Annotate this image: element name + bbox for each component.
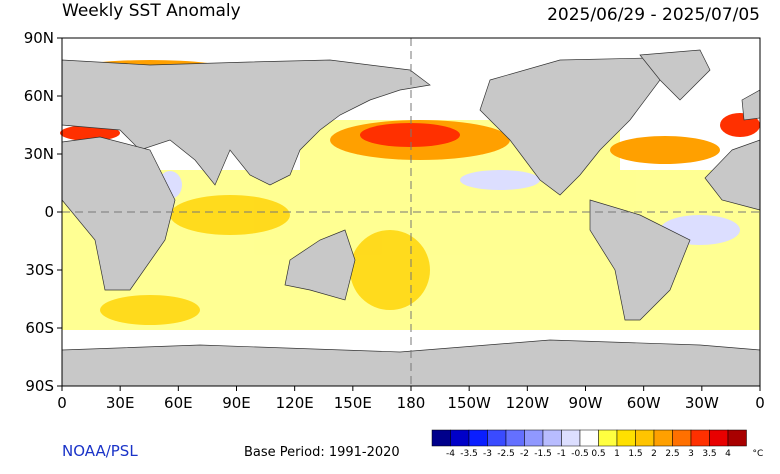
colorbar-swatch — [579, 429, 599, 447]
colorbar-label: -3.5 — [460, 449, 478, 459]
colorbar-label: 3 — [688, 449, 694, 459]
colorbar-label: 3.5 — [702, 449, 716, 459]
lat-label: 60S — [25, 319, 54, 337]
colorbar-swatch — [561, 429, 581, 447]
lon-label: 180 — [397, 394, 426, 412]
colorbar-label: -1 — [557, 449, 566, 459]
lat-label: 90N — [24, 29, 54, 47]
lon-label: 60W — [627, 394, 661, 412]
lon-label: 30W — [685, 394, 719, 412]
lat-label: 0 — [44, 203, 54, 221]
title: Weekly SST Anomaly — [62, 1, 241, 21]
colorbar-label: -0.5 — [571, 449, 589, 459]
colorbar-swatch — [727, 429, 747, 447]
lon-label: 120E — [276, 394, 314, 412]
colorbar-label: 0.5 — [591, 449, 605, 459]
colorbar-swatch — [542, 429, 562, 447]
colorbar-swatch — [672, 429, 692, 447]
colorbar-label: -3 — [483, 449, 492, 459]
colorbar-swatch — [709, 429, 729, 447]
lon-label: 90E — [222, 394, 251, 412]
colorbar-swatch — [524, 429, 544, 447]
colorbar-swatch — [635, 429, 655, 447]
base-period: Base Period: 1991-2020 — [244, 445, 400, 460]
colorbar-swatch — [487, 429, 507, 447]
source: NOAA/PSL — [62, 442, 138, 460]
colorbar-swatch — [505, 429, 525, 447]
lon-label: 30E — [106, 394, 135, 412]
map — [60, 37, 761, 387]
colorbar-label: 1.5 — [628, 449, 642, 459]
lon-label: 150E — [334, 394, 372, 412]
lat-label: 30N — [24, 145, 54, 163]
date-range: 2025/06/29 - 2025/07/05 — [547, 5, 760, 25]
lat-label: 90S — [25, 377, 54, 395]
colorbar-swatch — [431, 429, 451, 447]
lon-label: 120W — [506, 394, 550, 412]
colorbar-swatch — [690, 429, 710, 447]
colorbar-swatch — [598, 429, 618, 447]
colorbar-label: -4 — [446, 449, 455, 459]
colorbar-swatch — [616, 429, 636, 447]
colorbar-swatch — [653, 429, 673, 447]
colorbar-label: -1.5 — [534, 449, 552, 459]
lon-label: 150W — [447, 394, 491, 412]
lon-label: 90W — [569, 394, 603, 412]
lon-label: 60E — [164, 394, 193, 412]
lon-label: 0 — [57, 394, 67, 412]
colorbar-label: 2.5 — [665, 449, 679, 459]
lon-label: 0 — [755, 394, 765, 412]
colorbar-label: 1 — [614, 449, 620, 459]
colorbar-label: -2.5 — [497, 449, 515, 459]
colorbar-unit: °C — [753, 449, 764, 459]
colorbar-label: -2 — [520, 449, 529, 459]
lat-label: 60N — [24, 87, 54, 105]
colorbar-swatch — [450, 429, 470, 447]
colorbar-label: 2 — [651, 449, 657, 459]
colorbar-label: 4 — [725, 449, 731, 459]
colorbar-swatch — [468, 429, 488, 447]
lat-label: 30S — [25, 261, 54, 279]
